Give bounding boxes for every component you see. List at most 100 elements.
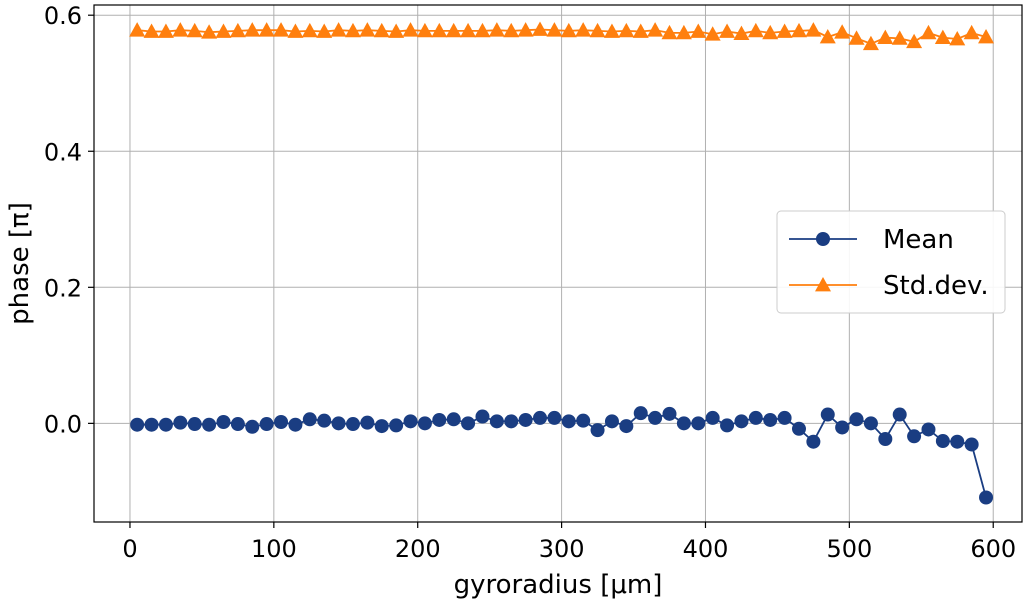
x-tick-label: 300 — [539, 535, 585, 563]
x-tick-label: 400 — [683, 535, 729, 563]
data-point-mean — [417, 416, 432, 431]
data-point-std-dev — [460, 22, 477, 38]
data-point-std-dev — [704, 26, 721, 41]
data-point-mean — [173, 415, 188, 430]
x-axis-label: gyroradius [μm] — [454, 570, 663, 600]
y-tick-label: 0.6 — [44, 2, 82, 30]
data-point-std-dev — [215, 23, 232, 38]
data-point-mean — [259, 417, 274, 432]
data-point-mean — [734, 414, 749, 429]
data-point-std-dev — [805, 22, 822, 37]
legend-label-std-dev: Std.dev. — [883, 271, 989, 301]
data-point-mean — [604, 414, 619, 429]
data-point-mean — [892, 407, 907, 422]
data-point-mean — [619, 419, 634, 434]
data-point-mean — [935, 434, 950, 449]
data-point-std-dev — [258, 22, 275, 37]
data-point-mean — [561, 414, 576, 429]
data-point-mean — [720, 418, 735, 433]
data-point-std-dev — [618, 22, 635, 38]
data-point-mean — [504, 414, 519, 429]
data-point-mean — [806, 434, 821, 449]
data-point-mean — [432, 412, 447, 427]
data-point-mean — [158, 417, 173, 432]
data-point-std-dev — [675, 24, 692, 40]
data-point-mean — [518, 412, 533, 427]
data-point-std-dev — [229, 22, 246, 38]
legend: Mean Std.dev. — [776, 210, 1006, 314]
data-point-std-dev — [906, 33, 923, 49]
x-tick-label: 600 — [970, 535, 1016, 563]
data-point-mean — [331, 416, 346, 431]
data-point-std-dev — [819, 28, 836, 44]
data-point-std-dev — [186, 22, 203, 38]
data-point-std-dev — [416, 22, 433, 38]
data-point-mean — [576, 413, 591, 428]
data-point-std-dev — [330, 22, 347, 37]
data-point-std-dev — [344, 22, 361, 38]
data-point-mean — [446, 412, 461, 427]
data-point-std-dev — [503, 22, 520, 38]
data-point-std-dev — [834, 24, 851, 39]
data-point-mean — [590, 423, 605, 438]
data-point-mean — [230, 417, 245, 432]
data-point-std-dev — [431, 22, 448, 38]
series-std-dev — [129, 21, 995, 51]
data-point-mean — [547, 410, 562, 425]
data-point-mean — [849, 412, 864, 427]
data-point-mean — [835, 420, 850, 435]
data-point-mean — [791, 421, 806, 436]
data-point-mean — [662, 406, 677, 421]
data-point-std-dev — [978, 28, 995, 44]
data-point-mean — [907, 429, 922, 444]
data-point-mean — [245, 419, 260, 434]
data-point-mean — [389, 418, 404, 433]
data-point-mean — [302, 412, 317, 427]
legend-label-mean: Mean — [883, 225, 954, 255]
data-point-mean — [820, 407, 835, 422]
data-point-mean — [921, 422, 936, 437]
data-point-std-dev — [532, 21, 549, 36]
data-point-std-dev — [373, 22, 390, 38]
data-point-mean — [202, 417, 217, 432]
data-point-mean — [777, 410, 792, 425]
ticks: 0 100 200 300 400 500 600 0.0 0.2 0.4 0.6 — [44, 2, 1016, 563]
data-point-mean — [878, 432, 893, 447]
y-axis-label: phase [π] — [5, 202, 35, 325]
legend-marker-std-dev — [815, 277, 831, 292]
data-point-std-dev — [273, 22, 290, 37]
data-point-std-dev — [488, 22, 505, 37]
data-point-mean — [633, 406, 648, 421]
data-point-std-dev — [949, 31, 966, 46]
data-point-std-dev — [157, 23, 174, 38]
data-point-std-dev — [560, 22, 577, 38]
series-mean — [130, 406, 994, 505]
y-tick-label: 0.2 — [44, 274, 82, 302]
plot-frame — [93, 4, 1023, 523]
legend-marker-mean — [816, 232, 830, 246]
data-point-mean — [274, 415, 289, 430]
data-point-mean — [979, 490, 994, 505]
data-point-std-dev — [445, 22, 462, 38]
data-point-std-dev — [201, 24, 218, 39]
y-tick-label: 0.0 — [44, 410, 82, 438]
data-point-mean — [360, 415, 375, 430]
data-point-std-dev — [848, 30, 865, 45]
data-point-std-dev — [776, 23, 793, 38]
data-point-std-dev — [316, 23, 333, 38]
data-point-mean — [144, 417, 159, 432]
data-point-mean — [763, 412, 778, 427]
data-point-std-dev — [891, 30, 908, 45]
data-point-std-dev — [632, 23, 649, 38]
data-point-std-dev — [402, 22, 419, 37]
data-point-std-dev — [920, 24, 937, 40]
y-tick-label: 0.4 — [44, 138, 82, 166]
data-point-mean — [533, 410, 548, 425]
data-point-std-dev — [474, 22, 491, 38]
data-point-mean — [489, 414, 504, 429]
data-point-std-dev — [963, 24, 980, 40]
data-point-mean — [950, 434, 965, 449]
data-point-mean — [130, 417, 145, 432]
data-point-std-dev — [790, 22, 807, 38]
